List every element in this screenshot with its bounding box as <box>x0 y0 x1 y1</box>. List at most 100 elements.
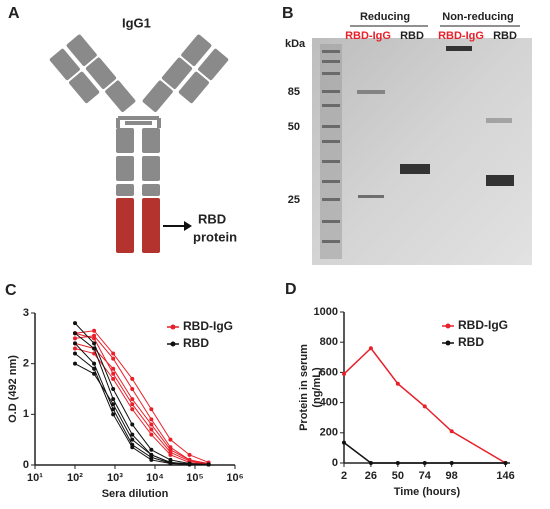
data-point <box>395 381 400 386</box>
y-axis-title: (ng/mL) <box>311 367 323 408</box>
panel-label: D <box>285 281 297 298</box>
data-point <box>92 366 97 371</box>
panel-label: B <box>282 5 294 22</box>
data-point <box>73 341 77 346</box>
data-point <box>111 402 116 407</box>
y-tick-label: 400 <box>320 397 338 409</box>
y-tick-label: 1000 <box>314 306 338 318</box>
data-point <box>73 336 77 341</box>
data-point <box>503 461 508 465</box>
x-tick-label: 146 <box>496 470 514 482</box>
series-line <box>74 332 209 465</box>
data-point <box>149 452 154 457</box>
data-point <box>130 432 135 437</box>
data-point <box>92 346 97 351</box>
y-tick-label: 600 <box>320 366 338 378</box>
data-point <box>130 376 135 381</box>
y-tick-label: 1 <box>23 408 29 420</box>
gel-bands <box>320 44 514 259</box>
data-point <box>92 371 97 376</box>
series-line <box>343 347 506 464</box>
data-point <box>168 437 173 442</box>
diagram-title: IgG1 <box>122 15 151 30</box>
data-point <box>130 387 135 391</box>
series-line <box>343 442 506 464</box>
axis-unit: kDa <box>285 38 306 50</box>
data-point <box>111 366 116 371</box>
legend-swatch <box>170 324 176 330</box>
data-point <box>149 447 154 452</box>
data-point <box>130 407 135 412</box>
y-tick-label: 200 <box>320 427 338 439</box>
legend-swatch <box>445 340 451 346</box>
group-label: Non-reducing <box>442 11 514 23</box>
x-tick-label: 10⁵ <box>186 472 203 484</box>
legend-label: RBD-IgG <box>458 318 508 332</box>
y-tick-label: 0 <box>23 459 29 471</box>
panel-label: C <box>5 282 17 299</box>
data-point <box>111 387 116 391</box>
data-point <box>395 461 400 465</box>
y-tick-label: 800 <box>320 336 338 348</box>
panel-label: A <box>8 5 20 22</box>
data-point <box>422 461 427 465</box>
annotation: protein <box>193 229 237 244</box>
data-point <box>368 461 373 465</box>
data-point <box>130 422 135 427</box>
y-tick-label: 3 <box>23 307 29 319</box>
x-axis-title: Sera dilution <box>102 488 169 500</box>
x-tick-label: 98 <box>446 470 458 482</box>
group-label: Reducing <box>360 11 410 23</box>
data-point <box>73 351 77 356</box>
data-point <box>149 457 154 462</box>
x-tick-label: 2 <box>341 470 347 482</box>
data-point <box>111 397 116 402</box>
y-tick-label: 2 <box>23 358 29 370</box>
data-point <box>111 376 116 381</box>
marker-label: 50 <box>288 121 300 133</box>
data-point <box>149 427 154 432</box>
legend-label: RBD <box>183 336 209 350</box>
y-axis-title: Protein in serum <box>298 344 310 431</box>
data-point <box>449 429 454 434</box>
legend-label: RBD <box>458 335 484 349</box>
gel <box>312 38 532 265</box>
y-axis-title: O.D (492 nm) <box>7 355 19 423</box>
lane-label: RBD <box>400 30 424 42</box>
data-point <box>422 404 427 409</box>
data-point <box>187 452 192 457</box>
data-point <box>92 361 97 366</box>
y-tick-label: 0 <box>332 457 338 469</box>
data-point <box>342 371 346 376</box>
lane-label: RBD <box>493 30 517 42</box>
data-point <box>73 321 77 326</box>
legend-swatch <box>445 323 451 329</box>
series-line <box>74 330 209 463</box>
data-point <box>130 397 135 402</box>
x-tick-label: 26 <box>365 470 377 482</box>
x-tick-label: 10⁶ <box>226 472 243 484</box>
series-line <box>74 353 209 465</box>
data-point <box>187 461 192 466</box>
annotation: RBD <box>198 211 226 226</box>
series-line <box>74 322 209 465</box>
series-line <box>74 363 209 465</box>
antibody-diagram <box>49 34 229 253</box>
data-point <box>149 417 154 422</box>
data-point <box>111 371 116 376</box>
data-point <box>206 462 211 467</box>
data-point <box>130 402 135 407</box>
data-point <box>368 346 373 351</box>
data-point <box>149 422 154 427</box>
lane-label: RBD-IgG <box>345 30 391 42</box>
x-axis-title: Time (hours) <box>394 486 461 498</box>
x-tick-label: 74 <box>419 470 432 482</box>
data-point <box>130 437 135 442</box>
data-point <box>149 407 154 412</box>
lane-label: RBD-IgG <box>438 30 484 42</box>
legend-label: RBD-IgG <box>183 319 233 333</box>
x-tick-label: 10³ <box>107 472 123 484</box>
data-point <box>168 450 173 455</box>
data-point <box>149 432 154 437</box>
